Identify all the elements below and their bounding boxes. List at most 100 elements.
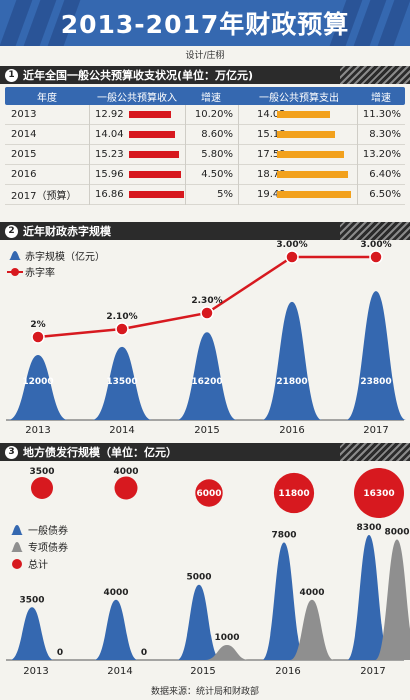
general-bond-label: 5000 — [186, 573, 211, 583]
deficit-rate-point — [200, 306, 214, 320]
rate-value-label: 2.10% — [106, 312, 137, 322]
legend-label: 一般债券 — [28, 524, 68, 537]
section-number: 2 — [5, 224, 18, 238]
cell-income: 14.04 — [95, 129, 124, 140]
cell-expense-growth: 6.50% — [369, 189, 401, 200]
total-label: 11800 — [278, 489, 309, 499]
deficit-rate-point — [115, 322, 129, 336]
legend-label: 总计 — [28, 558, 48, 571]
total-label: 4000 — [113, 467, 138, 477]
section-title: 地方债发行规模（单位：亿元） — [23, 446, 177, 459]
rate-value-label: 3.00% — [360, 240, 391, 250]
legend-swatch-dot — [11, 268, 19, 276]
section-1-header: 1 近年全国一般公共预算收支状况(单位：万亿元) — [0, 66, 410, 84]
x-tick-label: 2014 — [109, 425, 134, 436]
deficit-rate-point — [285, 250, 299, 264]
x-tick-label: 2013 — [25, 425, 50, 436]
cell-income-growth: 8.60% — [201, 129, 233, 140]
income-bar — [129, 111, 171, 118]
cell-expense-growth: 8.30% — [369, 129, 401, 140]
header-hatch — [340, 443, 410, 461]
general-bond-bar — [94, 599, 138, 660]
bar-value-label: 16200 — [191, 377, 222, 387]
bar-value-label: 21800 — [276, 377, 307, 387]
general-bond-bar — [177, 584, 221, 660]
total-bubble — [195, 479, 223, 507]
table-header: 年度 一般公共预算收入 增速 一般公共预算支出 增速 — [5, 87, 405, 105]
general-bond-label: 3500 — [19, 595, 44, 605]
section-number: 1 — [5, 68, 18, 82]
column-divider — [185, 105, 186, 205]
x-tick-label: 2013 — [23, 666, 48, 677]
section-3-header: 3 地方债发行规模（单位：亿元） — [0, 443, 410, 461]
general-bond-label: 4000 — [103, 588, 128, 598]
cell-income-growth: 5.80% — [201, 149, 233, 160]
income-bar — [129, 191, 184, 198]
bond-chart: 3500 4000 5000 7800 8300 0 0 1000 4000 8000 3500 40… — [6, 467, 410, 677]
rate-value-label: 2.30% — [191, 296, 222, 306]
general-bond-bar — [347, 535, 391, 660]
header-income-growth: 增速 — [201, 92, 221, 104]
deficit-bar — [262, 301, 322, 420]
header-expense: 一般公共预算支出 — [259, 92, 339, 104]
column-divider — [89, 105, 90, 205]
cell-expense: 19.49 — [257, 189, 286, 200]
budget-table: 年度 一般公共预算收入 增速 一般公共预算支出 增速 2013 12.92 10.2… — [5, 87, 405, 205]
column-divider — [238, 105, 239, 205]
expense-bar — [277, 111, 330, 118]
x-tick-label: 2015 — [190, 666, 215, 677]
total-label: 3500 — [29, 467, 54, 477]
rate-value-label: 3.00% — [276, 240, 307, 250]
header-expense-growth: 增速 — [371, 92, 391, 104]
table-body: 2013 12.92 10.20% 14.02 11.30% 2014 14.04 8.60%… — [5, 105, 405, 205]
table-row: 2016 15.96 4.50% 18.78 6.40% — [5, 165, 405, 185]
special-bond-bar — [205, 644, 249, 660]
expense-bar — [277, 191, 351, 198]
x-tick-label: 2016 — [275, 666, 300, 677]
cell-income-growth: 5% — [217, 189, 233, 200]
general-bond-label: 8300 — [356, 523, 381, 533]
special-bond-label: 4000 — [299, 588, 324, 598]
special-bond-label: 0 — [141, 648, 147, 658]
cell-year: 2017（预算） — [11, 191, 77, 202]
cell-expense: 18.78 — [257, 169, 286, 180]
cell-income-growth: 10.20% — [194, 109, 233, 120]
section-number: 3 — [5, 445, 18, 459]
total-bubble — [31, 477, 53, 499]
deficit-bar — [177, 332, 237, 420]
expense-bar — [277, 171, 348, 178]
table-row: 2015 15.23 5.80% 17.59 13.20% — [5, 145, 405, 165]
legend-swatch-general — [11, 525, 23, 535]
bar-value-label: 23800 — [360, 377, 391, 387]
x-tick-label: 2014 — [107, 666, 132, 677]
cell-expense-growth: 6.40% — [369, 169, 401, 180]
deficit-bar — [346, 291, 406, 420]
bar-value-label: 13500 — [106, 377, 137, 387]
header-year: 年度 — [37, 92, 57, 104]
legend-label: 专项债券 — [28, 541, 68, 554]
special-bond-bar — [375, 539, 410, 660]
cell-income-growth: 4.50% — [201, 169, 233, 180]
legend: 赤字规模（亿元） 赤字率 — [7, 250, 105, 279]
section-2-header: 2 近年财政赤字规模 — [0, 222, 410, 240]
cell-income: 15.23 — [95, 149, 124, 160]
cell-year: 2016 — [11, 169, 37, 180]
legend-label: 赤字率 — [25, 266, 55, 279]
deficit-rate-point — [31, 330, 45, 344]
table-row: 2017（预算） 16.86 5% 19.49 6.50% — [5, 185, 405, 205]
x-tick-label: 2017 — [363, 425, 388, 436]
section-title: 近年全国一般公共预算收支状况(单位：万亿元) — [23, 69, 254, 82]
column-divider — [357, 105, 358, 205]
cell-expense-growth: 13.20% — [362, 149, 401, 160]
general-bond-label: 7800 — [271, 531, 296, 541]
page-title: 2013-2017年财政预算 — [60, 10, 350, 39]
special-bond-label: 1000 — [214, 633, 239, 643]
total-bubble — [273, 472, 315, 514]
designer-credit: 设计/庄栩 — [185, 51, 225, 61]
cell-income: 12.92 — [95, 109, 124, 120]
header-hatch — [340, 222, 410, 240]
x-tick-label: 2015 — [194, 425, 219, 436]
cell-income: 15.96 — [95, 169, 124, 180]
cell-year: 2013 — [11, 109, 37, 120]
